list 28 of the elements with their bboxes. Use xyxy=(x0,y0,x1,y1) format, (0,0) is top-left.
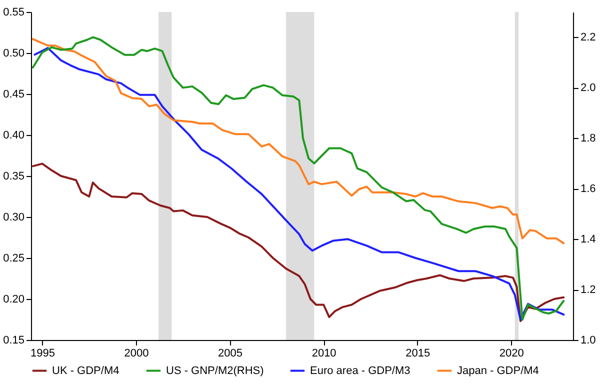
y-tick-label: 0.50 xyxy=(3,48,24,60)
line-series xyxy=(32,162,565,322)
y-tick-label: 0.30 xyxy=(3,212,24,224)
y-tick-label: 0.45 xyxy=(3,88,24,100)
legend-label: UK - GDP/M4 xyxy=(52,364,120,377)
legend-label: US - GNP/M2(RHS) xyxy=(166,364,264,377)
x-tick-label: 2010 xyxy=(312,348,336,360)
y-tick-label: 0.15 xyxy=(3,334,24,346)
x-tick-label: 2005 xyxy=(218,348,243,360)
y-tick-label: 0.25 xyxy=(3,252,24,264)
x-tick-label: 2020 xyxy=(499,348,524,360)
legend-label: Japan - GDP/M4 xyxy=(457,364,539,377)
y-tick-label: 0.35 xyxy=(3,170,24,182)
y-tick-label: 0.40 xyxy=(3,130,24,142)
y2-tick-label: 1.8 xyxy=(580,132,596,145)
line-series xyxy=(32,38,565,244)
legend-label: Euro area - GDP/M3 xyxy=(310,364,410,377)
x-tick-label: 1995 xyxy=(30,348,55,360)
y2-tick-label: 1.6 xyxy=(580,183,596,196)
y2-tick-label: 1.0 xyxy=(580,334,596,346)
x-tick-label: 2000 xyxy=(124,348,149,360)
y2-tick-label: 1.2 xyxy=(580,284,596,296)
y-tick-label: 0.20 xyxy=(3,294,24,306)
y2-tick-label: 2.0 xyxy=(580,82,596,94)
y2-tick-label: 2.2 xyxy=(580,32,596,44)
y2-tick-label: 1.4 xyxy=(580,234,596,246)
y-tick-label: 0.55 xyxy=(3,6,24,18)
x-tick-label: 2015 xyxy=(406,348,430,360)
